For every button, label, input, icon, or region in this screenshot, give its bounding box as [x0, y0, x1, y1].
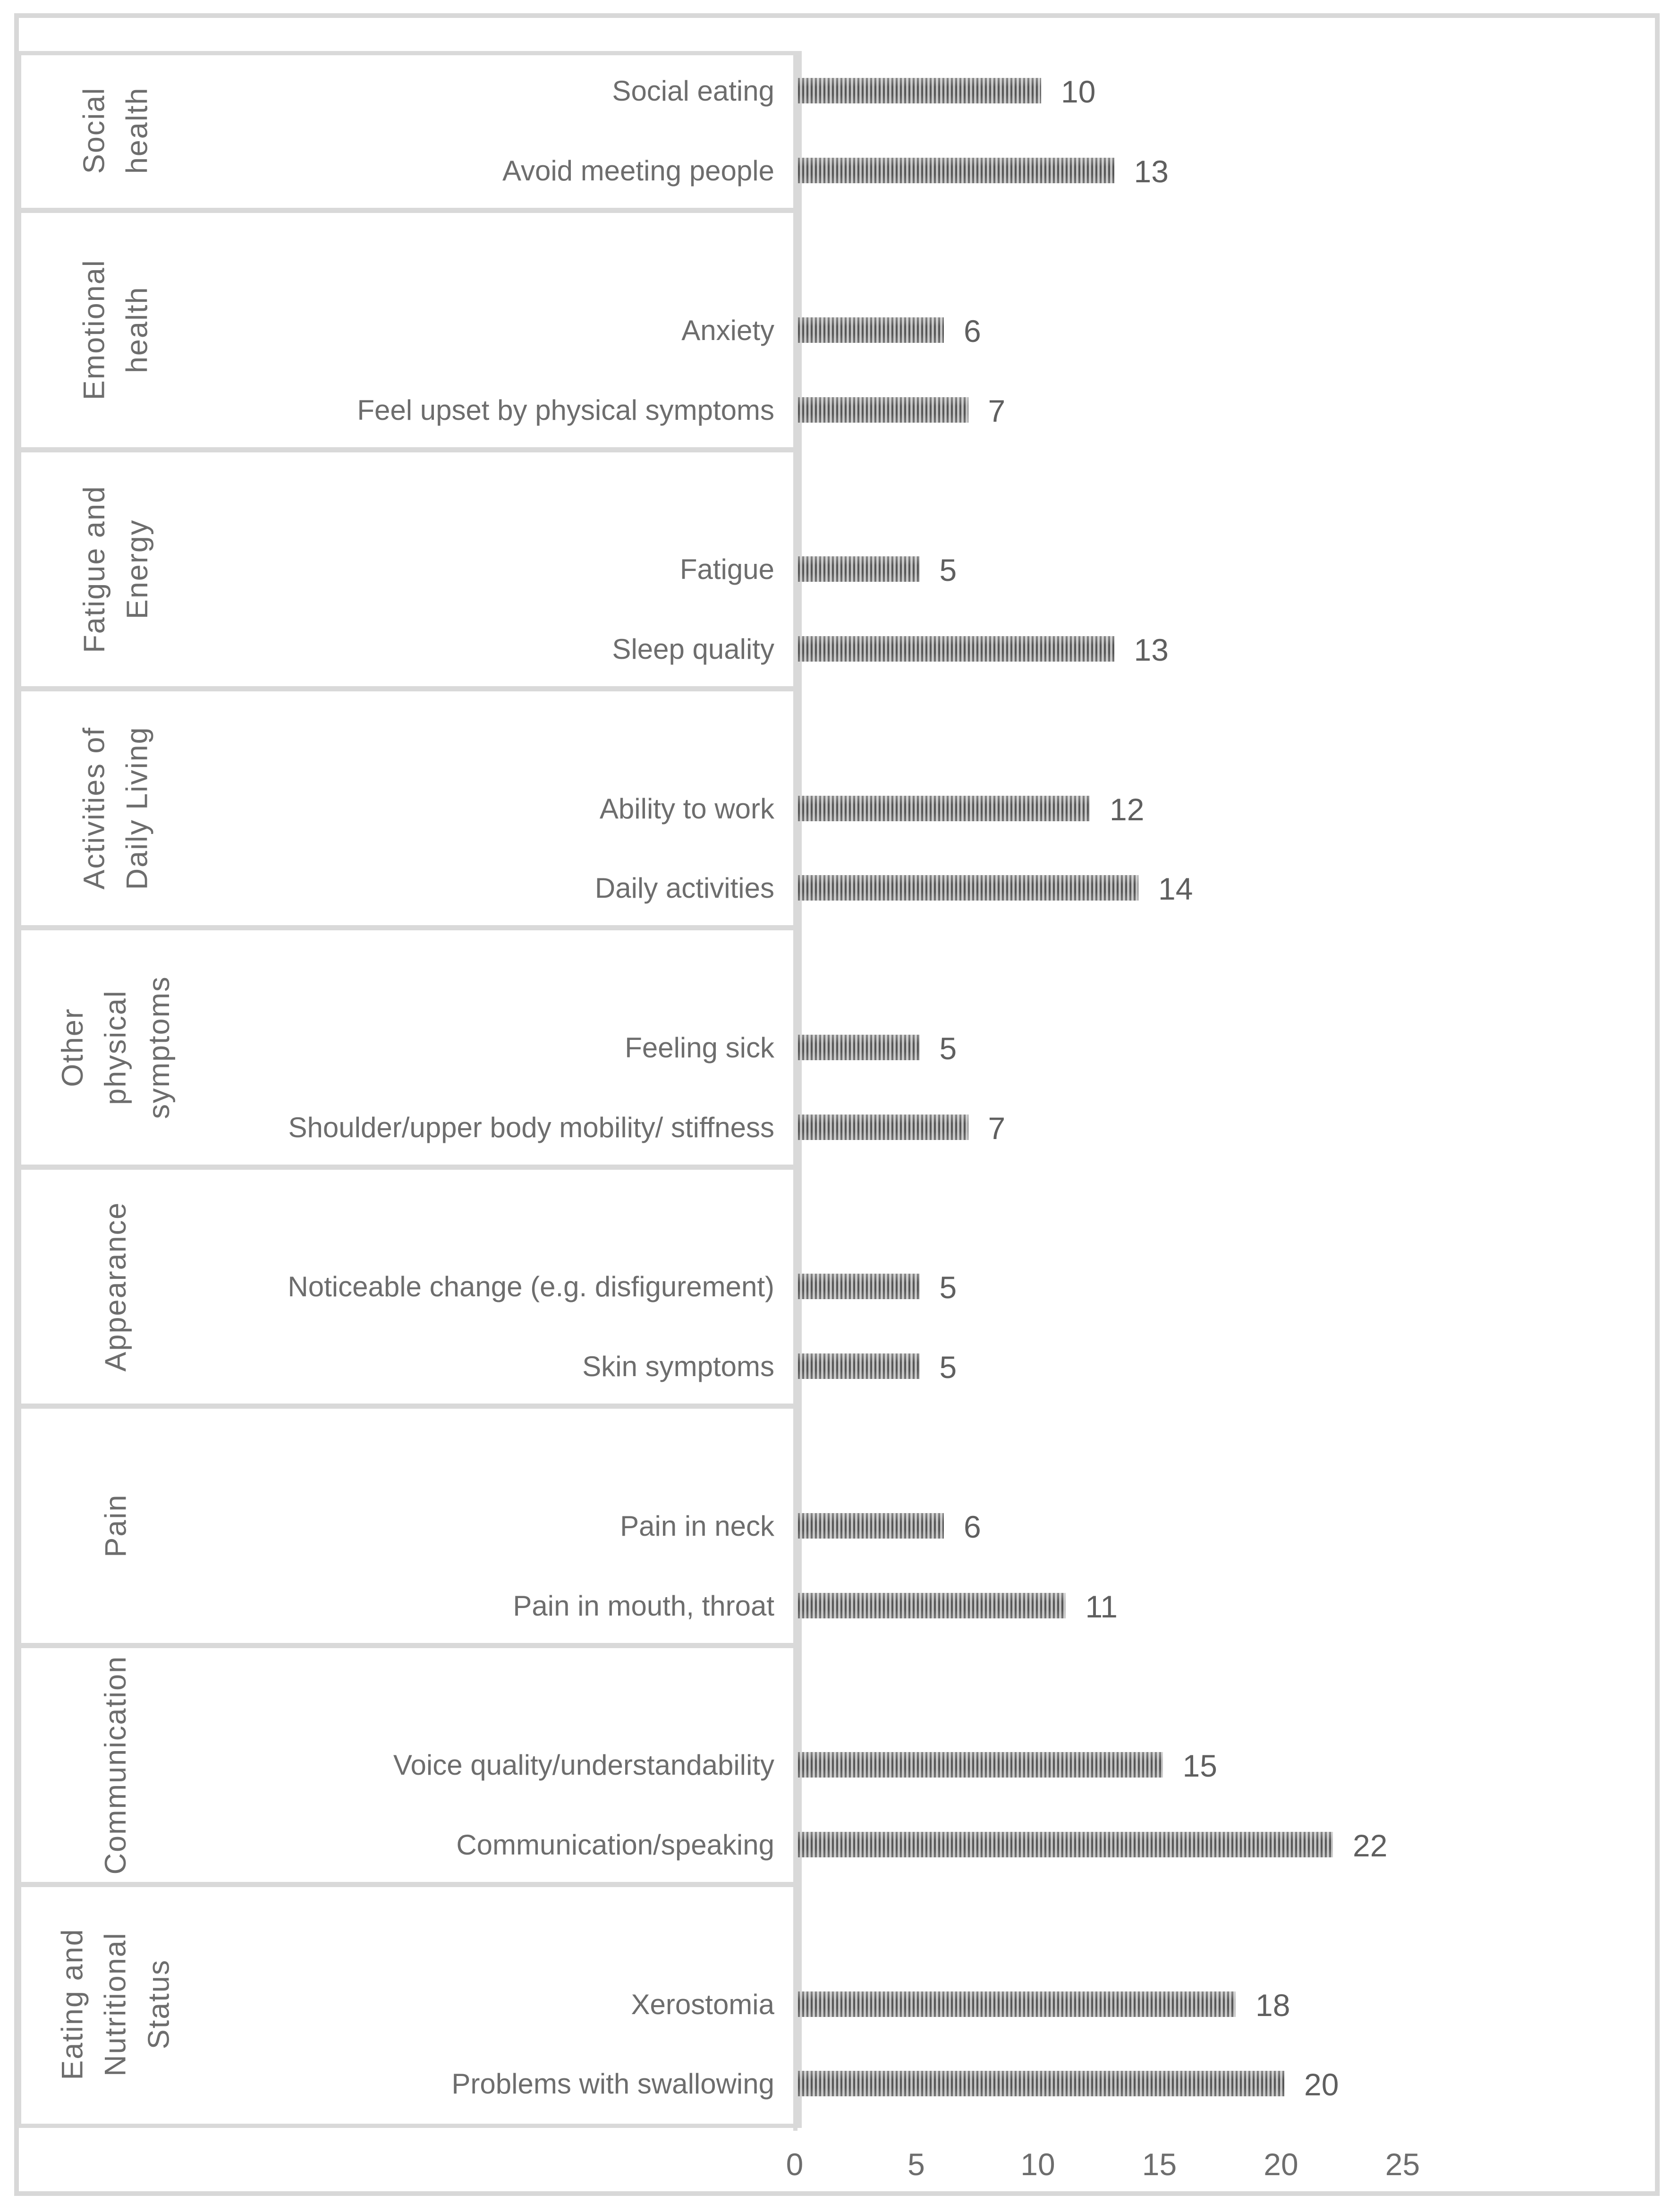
bar-shoulder-upper-body-mobility-stiffness — [798, 1114, 968, 1140]
bar-communication-speaking — [798, 1832, 1333, 1857]
item-label-daily-activities: Daily activities — [594, 872, 774, 904]
bar-avoid-meeting-people — [798, 158, 1114, 184]
bar-fatigue — [798, 556, 920, 582]
value-label-pain-in-mouth-throat: 11 — [1085, 1589, 1118, 1624]
bar-ability-to-work — [798, 795, 1090, 821]
x-tick-15: 15 — [1142, 2147, 1177, 2182]
bar-noticeable-change-e-g-disfigurement — [798, 1274, 920, 1300]
item-label-sleep-quality: Sleep quality — [612, 633, 774, 665]
value-label-problems-with-swallowing: 20 — [1304, 2067, 1339, 2102]
bar-feel-upset-by-physical-symptoms — [798, 397, 968, 423]
value-label-daily-activities: 14 — [1158, 871, 1193, 907]
item-label-communication-speaking: Communication/speaking — [456, 1829, 774, 1861]
value-label-feel-upset-by-physical-symptoms: 7 — [988, 393, 1006, 428]
group-box-divider — [17, 208, 797, 213]
value-label-feeling-sick: 5 — [939, 1031, 957, 1066]
item-label-avoid-meeting-people: Avoid meeting people — [502, 155, 774, 187]
group-box-divider — [17, 1881, 797, 1887]
value-label-shoulder-upper-body-mobility-stiffness: 7 — [988, 1110, 1006, 1146]
group-box-divider — [17, 1404, 797, 1409]
bar-xerostomia — [798, 1991, 1236, 2017]
bar-anxiety — [798, 317, 944, 343]
bar-problems-with-swallowing — [798, 2071, 1284, 2097]
value-label-sleep-quality: 13 — [1134, 632, 1169, 667]
group-box-divider — [17, 447, 797, 452]
x-tick-25: 25 — [1385, 2147, 1420, 2182]
item-label-problems-with-swallowing: Problems with swallowing — [451, 2068, 774, 2100]
bar-pain-in-mouth-throat — [798, 1592, 1066, 1618]
group-box-divider — [17, 1164, 797, 1170]
bar-pain-in-neck — [798, 1513, 944, 1539]
bar-daily-activities — [798, 875, 1138, 901]
value-label-xerostomia: 18 — [1255, 1987, 1290, 2023]
value-label-communication-speaking: 22 — [1353, 1828, 1388, 1863]
x-tick-0: 0 — [786, 2147, 804, 2182]
x-tick-10: 10 — [1020, 2147, 1055, 2182]
group-box-divider — [17, 1642, 797, 1648]
category-axis-line — [793, 51, 797, 2131]
bar-voice-quality-understandability — [798, 1752, 1163, 1778]
item-label-anxiety: Anxiety — [681, 314, 774, 346]
item-label-feeling-sick: Feeling sick — [625, 1032, 774, 1063]
value-label-social-eating: 10 — [1061, 74, 1096, 110]
item-label-feel-upset-by-physical-symptoms: Feel upset by physical symptoms — [357, 394, 774, 426]
item-label-pain-in-mouth-throat: Pain in mouth, throat — [513, 1590, 774, 1622]
group-box-divider — [17, 925, 797, 931]
bar-social-eating — [798, 78, 1041, 104]
value-label-noticeable-change-e-g-disfigurement: 5 — [939, 1270, 957, 1305]
x-tick-5: 5 — [908, 2147, 925, 2182]
group-box-divider — [17, 686, 797, 691]
item-label-pain-in-neck: Pain in neck — [620, 1510, 774, 1542]
item-label-skin-symptoms: Skin symptoms — [582, 1351, 774, 1383]
item-label-shoulder-upper-body-mobility-stiffness: Shoulder/upper body mobility/ stiffness — [288, 1111, 774, 1143]
value-label-voice-quality-understandability: 15 — [1182, 1748, 1217, 1784]
value-label-avoid-meeting-people: 13 — [1134, 154, 1169, 189]
value-label-skin-symptoms: 5 — [939, 1350, 957, 1385]
item-label-social-eating: Social eating — [612, 75, 774, 107]
value-label-fatigue: 5 — [939, 553, 957, 588]
value-label-ability-to-work: 12 — [1110, 791, 1145, 827]
item-label-fatigue: Fatigue — [679, 553, 774, 586]
x-tick-20: 20 — [1264, 2147, 1298, 2182]
bar-sleep-quality — [798, 636, 1114, 662]
category-axis-box — [17, 51, 802, 2128]
bar-feeling-sick — [798, 1035, 920, 1060]
item-label-xerostomia: Xerostomia — [631, 1988, 774, 2020]
item-label-ability-to-work: Ability to work — [599, 792, 774, 825]
item-label-noticeable-change-e-g-disfigurement: Noticeable change (e.g. disfigurement) — [288, 1271, 774, 1303]
value-label-pain-in-neck: 6 — [964, 1509, 981, 1544]
value-label-anxiety: 6 — [964, 313, 981, 349]
bar-skin-symptoms — [798, 1353, 920, 1379]
item-label-voice-quality-understandability: Voice quality/understandability — [393, 1749, 774, 1781]
